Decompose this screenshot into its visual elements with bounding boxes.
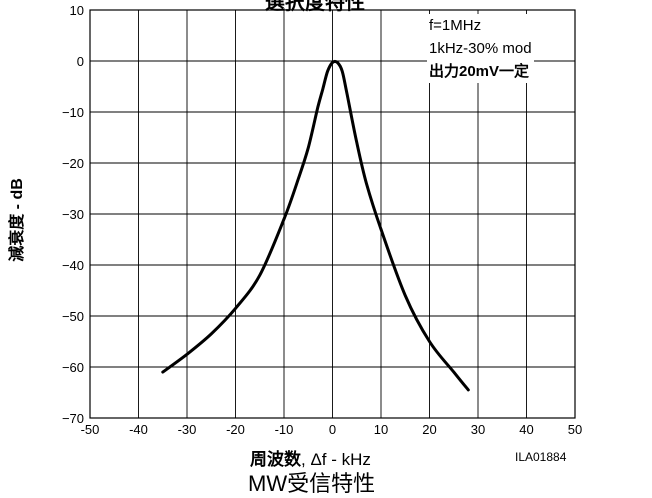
annotation-frequency: f=1MHz [429,17,482,34]
y-axis-label-text: 減衰度 - dB [9,178,26,262]
x-tick-label: -30 [178,422,197,437]
chart-title-top: 選択度特性 [265,0,365,14]
plot-border [89,9,576,419]
x-tick-label: 50 [568,422,582,437]
x-tick-label: -40 [129,422,148,437]
tick-labels: -50 -40 -30 -20 -10 0 10 20 30 40 50 10 0 −10 −20 −30 −4… [62,3,582,437]
x-tick-label: -10 [275,422,294,437]
figure-code: ILA01884 [515,450,567,464]
y-tick-label: −70 [62,411,84,426]
annotation-output: 出力20mV一定 [429,63,530,80]
y-tick-label: −20 [62,156,84,171]
x-tick-label: 10 [374,422,388,437]
y-tick-label: 0 [77,54,84,69]
x-tick-label: 20 [422,422,436,437]
chart-title-bottom: MW受信特性 [248,471,376,496]
x-tick-label: -50 [81,422,100,437]
selectivity-curve [161,59,470,392]
x-tick-label: 30 [471,422,485,437]
annotation-modulation: 1kHz-30% mod [429,40,532,57]
y-tick-label: −30 [62,207,84,222]
y-tick-label: −50 [62,309,84,324]
x-tick-label: 0 [329,422,336,437]
x-axis-label-bold: 周波数 [250,450,301,469]
y-tick-label: 10 [70,3,84,18]
x-axis-label-unit: , Δf - kHz [301,450,371,469]
y-tick-label: −10 [62,105,84,120]
y-axis-label: 減衰度 - dB [2,150,28,290]
y-tick-label: −40 [62,258,84,273]
x-axis-label: 周波数, Δf - kHz [250,445,371,470]
x-tick-label: 40 [519,422,533,437]
y-tick-label: −60 [62,360,84,375]
x-tick-label: -20 [226,422,245,437]
condition-annotation: f=1MHz 1kHz-30% mod 出力20mV一定 [427,14,534,83]
